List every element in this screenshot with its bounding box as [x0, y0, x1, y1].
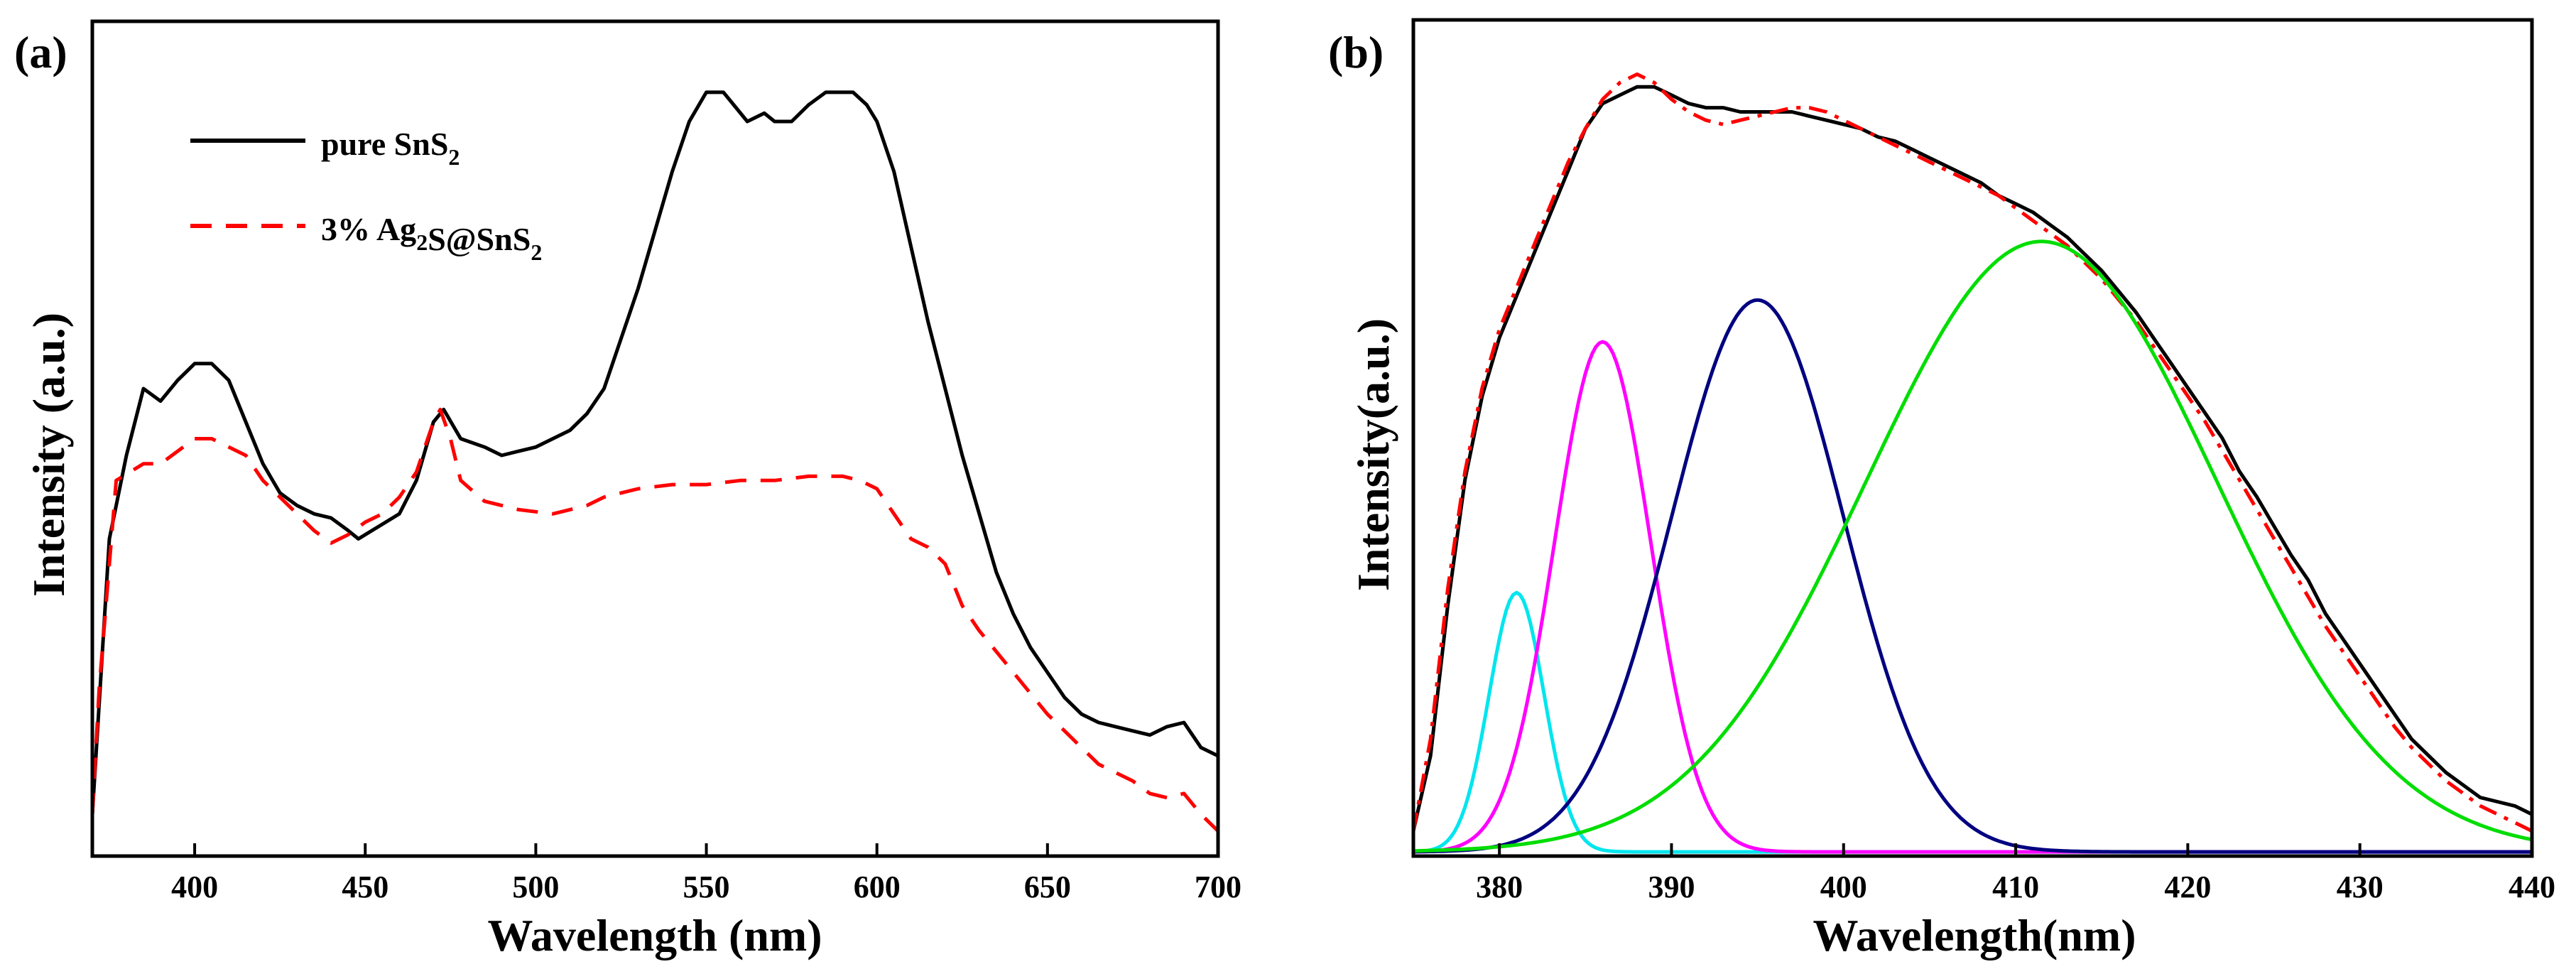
- panel-a-x-tick-label: 600: [854, 870, 901, 904]
- panel-a-y-label: Intensity (a.u.): [23, 313, 74, 597]
- panel-b-plot: [1411, 72, 2533, 854]
- legend-label-pure-sns2: pure SnS2: [321, 126, 460, 170]
- panel-b-x-tick-label: 410: [1992, 870, 2039, 904]
- panel-b: (b) 380 390 400 410 420 430 440 Wavelength(nm)…: [1328, 18, 2555, 961]
- panel-b-series-gaussian-peak-4: [1413, 239, 2533, 853]
- panel-b-label: (b): [1328, 27, 1384, 77]
- panel-a-plot: [90, 90, 1219, 833]
- panel-a-x-tick-label: 450: [342, 870, 388, 904]
- panel-a: (a) 400 450 500 550 600 650 700 Wavelength (nm…: [14, 19, 1241, 961]
- panel-b-series-experimental-spectrum: [1411, 85, 2533, 832]
- panel-b-frame: [1411, 18, 2534, 858]
- panel-b-x-tick-label: 390: [1648, 870, 1695, 904]
- legend-label-ag2s-sns2: 3% Ag2S@SnS2: [321, 211, 542, 265]
- panel-a-x-tick-label: 650: [1024, 870, 1071, 904]
- panel-a-label: (a): [14, 27, 67, 77]
- panel-b-x-tick-label: 430: [2337, 870, 2384, 904]
- panel-a-x-tick-label: 550: [683, 870, 730, 904]
- panel-b-x-tick-label: 420: [2164, 870, 2211, 904]
- panel-a-x-label: Wavelength (nm): [487, 910, 822, 961]
- panel-b-x-tick-label: 440: [2509, 870, 2555, 904]
- panel-a-legend: pure SnS2 3% Ag2S@SnS2: [190, 126, 542, 265]
- panel-b-x-tick-label: 380: [1476, 870, 1523, 904]
- panel-a-x-tick-label: 400: [171, 870, 218, 904]
- panel-b-series-gaussian-peak-3: [1413, 298, 2532, 854]
- panel-b-x-tick-label: 400: [1820, 870, 1867, 904]
- panel-a-x-ticks: 400 450 500 550 600 650 700: [171, 843, 1241, 904]
- panel-a-x-tick-label: 500: [512, 870, 559, 904]
- panel-b-series-cumulative-fit: [1411, 72, 2533, 833]
- panel-b-y-label: Intensity(a.u.): [1348, 318, 1398, 591]
- panel-b-x-ticks: 380 390 400 410 420 430 440: [1476, 843, 2555, 904]
- panel-a-x-tick-label: 700: [1195, 870, 1241, 904]
- panel-b-x-label: Wavelength(nm): [1813, 910, 2136, 961]
- panel-a-series-pure-sns2: [90, 90, 1219, 815]
- panel-b-series-gaussian-peak-2: [1413, 340, 2532, 854]
- panel-a-series-3-ag2s-sns2: [90, 407, 1219, 833]
- panel-b-series-gaussian-peak-1: [1413, 590, 2532, 854]
- panel-a-frame: [90, 19, 1220, 858]
